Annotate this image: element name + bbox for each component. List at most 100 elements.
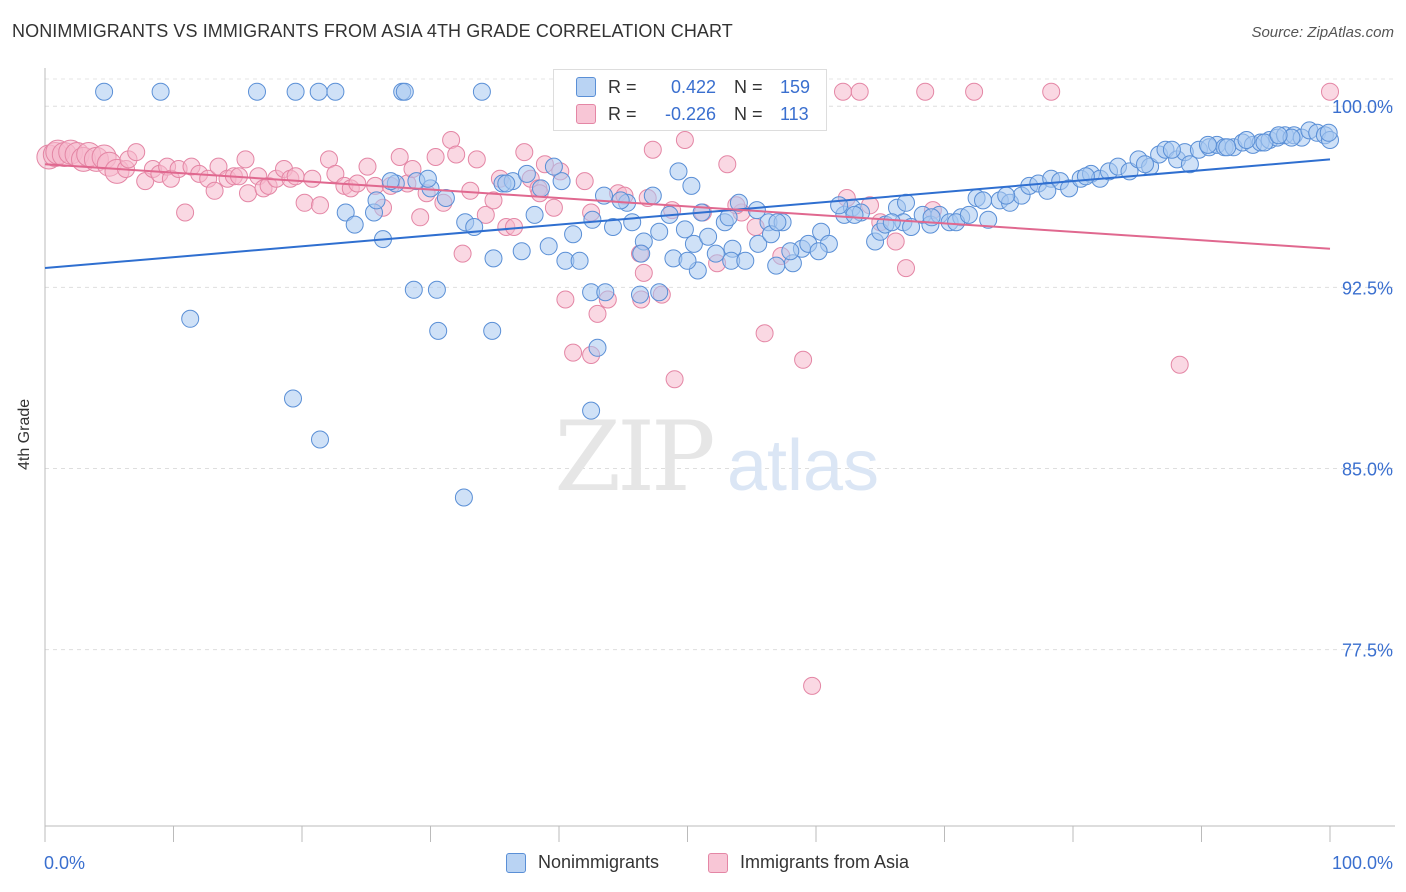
point-nonimmigrants [454,488,473,507]
legend-swatch-pink [708,852,728,873]
point-immigrants [834,82,852,101]
legend-r-label: R = [608,103,637,124]
point-nonimmigrants [643,186,662,205]
point-nonimmigrants [1180,155,1199,174]
point-immigrants [916,82,935,101]
x-tick-label: 100.0% [1332,853,1393,873]
point-nonimmigrants [1038,181,1057,200]
point-nonimmigrants [682,176,701,195]
point-immigrants [358,157,377,176]
legend-label-immigrants: Immigrants from Asia [740,852,910,872]
point-immigrants [544,198,563,217]
point-nonimmigrants [729,193,748,212]
point-nonimmigrants [248,82,266,101]
point-nonimmigrants [570,251,589,270]
point-nonimmigrants [395,82,414,101]
point-immigrants [205,181,224,200]
point-immigrants [467,150,486,169]
point-immigrants [718,155,737,174]
point-nonimmigrants [809,242,828,261]
point-nonimmigrants [1319,123,1338,142]
point-nonimmigrants [367,191,386,210]
point-nonimmigrants [767,256,786,275]
point-nonimmigrants [897,193,915,212]
y-tick-label: 77.5% [1342,641,1393,661]
point-immigrants [803,676,822,695]
point-nonimmigrants [749,234,768,253]
point-nonimmigrants [512,242,531,261]
legend-r-value: -0.226 [664,103,716,124]
point-immigrants [236,150,255,169]
point-immigrants [1042,82,1061,101]
point-nonimmigrants [650,283,669,302]
legend-item-nonimmigrants[interactable]: Nonimmigrants [506,852,659,873]
point-immigrants [411,208,430,227]
point-nonimmigrants [596,283,615,302]
point-nonimmigrants [1237,131,1256,149]
point-immigrants [965,82,984,101]
point-nonimmigrants [336,203,355,222]
point-immigrants [634,263,653,282]
legend-swatch-blue [506,852,526,873]
legend-swatch-blue [576,77,596,97]
stats-legend: R = 0.422 N = 159 R = -0.226 N = 113 [553,69,827,131]
point-nonimmigrants [1218,138,1237,157]
point-nonimmigrants [583,210,602,229]
point-nonimmigrants [768,213,787,232]
point-immigrants [886,232,905,251]
point-nonimmigrants [427,280,446,299]
point-nonimmigrants [632,244,651,263]
point-immigrants [453,244,472,263]
point-nonimmigrants [436,189,455,207]
point-nonimmigrants [326,82,345,101]
legend-swatch-pink [576,104,596,124]
tick-labels: 100.0% 92.5% 85.0% 77.5% 0.0% 100.0% [44,97,1393,873]
point-nonimmigrants [484,249,503,268]
point-immigrants [286,167,305,186]
point-immigrants [897,259,915,278]
source-text: Source: ZipAtlas.com [1251,24,1394,41]
point-nonimmigrants [429,321,448,340]
chart-title: NONIMMIGRANTS VS IMMIGRANTS FROM ASIA 4T… [12,21,733,41]
point-nonimmigrants [650,222,669,241]
point-nonimmigrants [678,251,697,270]
point-nonimmigrants [675,220,694,239]
point-nonimmigrants [497,174,516,193]
point-nonimmigrants [284,389,302,408]
point-nonimmigrants [345,215,364,234]
point-nonimmigrants [588,338,607,357]
point-nonimmigrants [418,169,437,188]
point-nonimmigrants [286,82,305,101]
point-immigrants [426,148,445,166]
y-tick-label: 92.5% [1342,278,1393,298]
point-nonimmigrants [1198,135,1217,154]
legend-n-value: 159 [780,76,811,97]
x-tick-label: 0.0% [44,853,85,873]
point-nonimmigrants [1076,167,1095,186]
point-immigrants [311,196,329,215]
point-nonimmigrants [517,164,536,183]
point-nonimmigrants [381,172,400,191]
legend-label-nonimmigrants: Nonimmigrants [538,852,660,872]
point-nonimmigrants [1255,133,1274,152]
point-nonimmigrants [830,196,849,215]
point-nonimmigrants [959,205,978,224]
trend-line-nonimmigrants [44,158,1331,270]
point-nonimmigrants [1136,155,1154,174]
nonimmigrants-points [95,82,1339,507]
series-legend: Nonimmigrants Immigrants from Asia [0,852,1406,878]
point-nonimmigrants [564,225,583,244]
point-nonimmigrants [684,234,703,253]
trend-line-immigrants [44,163,1331,250]
point-immigrants [850,82,869,101]
point-immigrants [564,343,583,362]
point-nonimmigrants [552,172,571,191]
y-axis-title: 4th Grade [16,398,33,470]
legend-item-immigrants[interactable]: Immigrants from Asia [708,852,909,873]
point-nonimmigrants [623,213,642,232]
point-nonimmigrants [882,213,901,232]
point-immigrants [794,350,813,369]
point-nonimmigrants [525,205,544,224]
watermark-atlas: atlas [727,426,879,506]
